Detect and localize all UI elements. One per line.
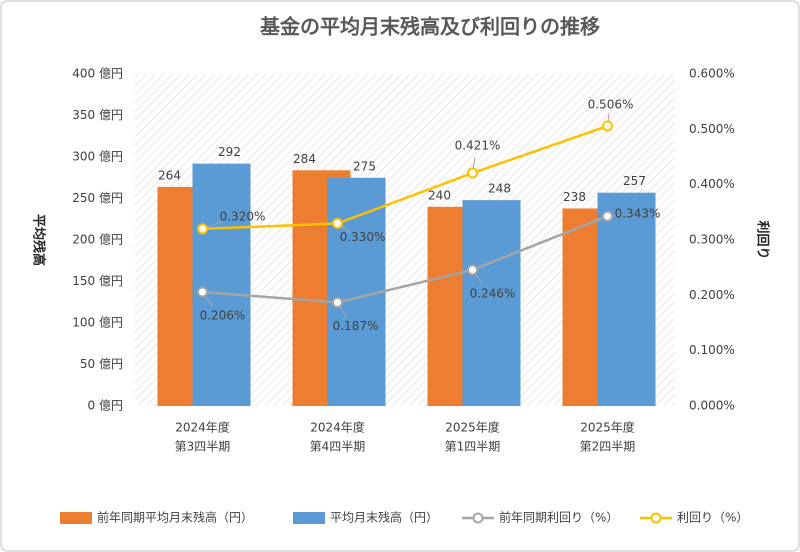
- y2-tick-label: 0.200%: [689, 288, 735, 302]
- bar: [192, 163, 251, 406]
- x-tick-label: 2024年度: [175, 420, 230, 435]
- line-marker: [332, 297, 343, 309]
- legend-label: 前年同期平均月末残高（円）: [97, 510, 253, 525]
- y2-tick-label: 0.500%: [689, 122, 735, 136]
- legend-label: 利回り（%）: [677, 511, 748, 525]
- line-value-label: 0.421%: [455, 139, 501, 153]
- y2-tick-label: 0.600%: [689, 67, 735, 81]
- y-tick-label: 350 億円: [72, 108, 123, 122]
- legend-swatch: [293, 512, 325, 524]
- bar-value-label: 275: [353, 159, 376, 173]
- x-tick-label: 第4四半期: [310, 440, 366, 454]
- bar-value-label: 248: [488, 182, 511, 196]
- bar-value-label: 238: [563, 190, 586, 204]
- legend-label: 前年同期利回り（%）: [499, 510, 618, 525]
- y2-tick-label: 0.000%: [689, 399, 735, 413]
- bar-value-label: 257: [623, 174, 646, 188]
- line-value-label: 0.343%: [615, 207, 661, 221]
- line-value-label: 0.187%: [333, 319, 379, 333]
- y-tick-label: 100 億円: [72, 316, 123, 330]
- y2-axis-title: 利回り: [755, 220, 771, 259]
- line-marker: [602, 120, 613, 132]
- x-tick-label: 2025年度: [445, 420, 500, 435]
- y2-tick-label: 0.100%: [689, 343, 735, 357]
- bar-value-label: 292: [218, 145, 241, 159]
- y2-tick-label: 0.400%: [689, 177, 735, 191]
- y-tick-label: 200 億円: [72, 233, 123, 247]
- line-marker: [467, 167, 478, 179]
- line-marker: [197, 286, 208, 298]
- line: [202, 124, 608, 231]
- legend-marker: [650, 512, 662, 524]
- y-tick-label: 250 億円: [72, 191, 123, 205]
- x-tick-label: 第2四半期: [580, 440, 636, 454]
- bar-value-label: 264: [158, 168, 181, 182]
- y-tick-label: 400 億円: [72, 67, 123, 81]
- line-value-label: 0.246%: [470, 286, 516, 300]
- bar: [462, 200, 521, 406]
- bar: [597, 192, 656, 406]
- line-marker: [602, 210, 613, 222]
- line: [202, 215, 608, 304]
- legend-label: 平均月末残高（円）: [330, 510, 438, 525]
- x-tick-label: 2025年度: [580, 420, 635, 435]
- line-marker: [197, 223, 208, 235]
- line-marker: [467, 264, 478, 276]
- line-value-label: 0.330%: [340, 230, 386, 244]
- legend-marker: [472, 512, 484, 524]
- chart-title: 基金の平均月末残高及び利回りの推移: [260, 15, 600, 39]
- bar-value-label: 284: [293, 152, 316, 166]
- y-tick-label: 150 億円: [72, 274, 123, 288]
- line-value-label: 0.206%: [200, 309, 246, 323]
- y-tick-label: 50 億円: [80, 357, 123, 371]
- y-tick-label: 300 億円: [72, 150, 123, 164]
- line-value-label: 0.506%: [588, 98, 634, 112]
- x-tick-label: 2024年度: [310, 420, 365, 435]
- bar-value-label: 240: [428, 188, 451, 202]
- x-tick-label: 第3四半期: [175, 440, 231, 454]
- line-marker: [332, 217, 343, 229]
- line-value-label: 0.320%: [220, 209, 266, 223]
- x-tick-label: 第1四半期: [445, 440, 501, 454]
- legend-swatch: [60, 512, 92, 524]
- y-tick-label: 0 億円: [88, 399, 123, 413]
- y-axis-title: 平均残高: [31, 214, 47, 266]
- y2-tick-label: 0.300%: [689, 233, 735, 247]
